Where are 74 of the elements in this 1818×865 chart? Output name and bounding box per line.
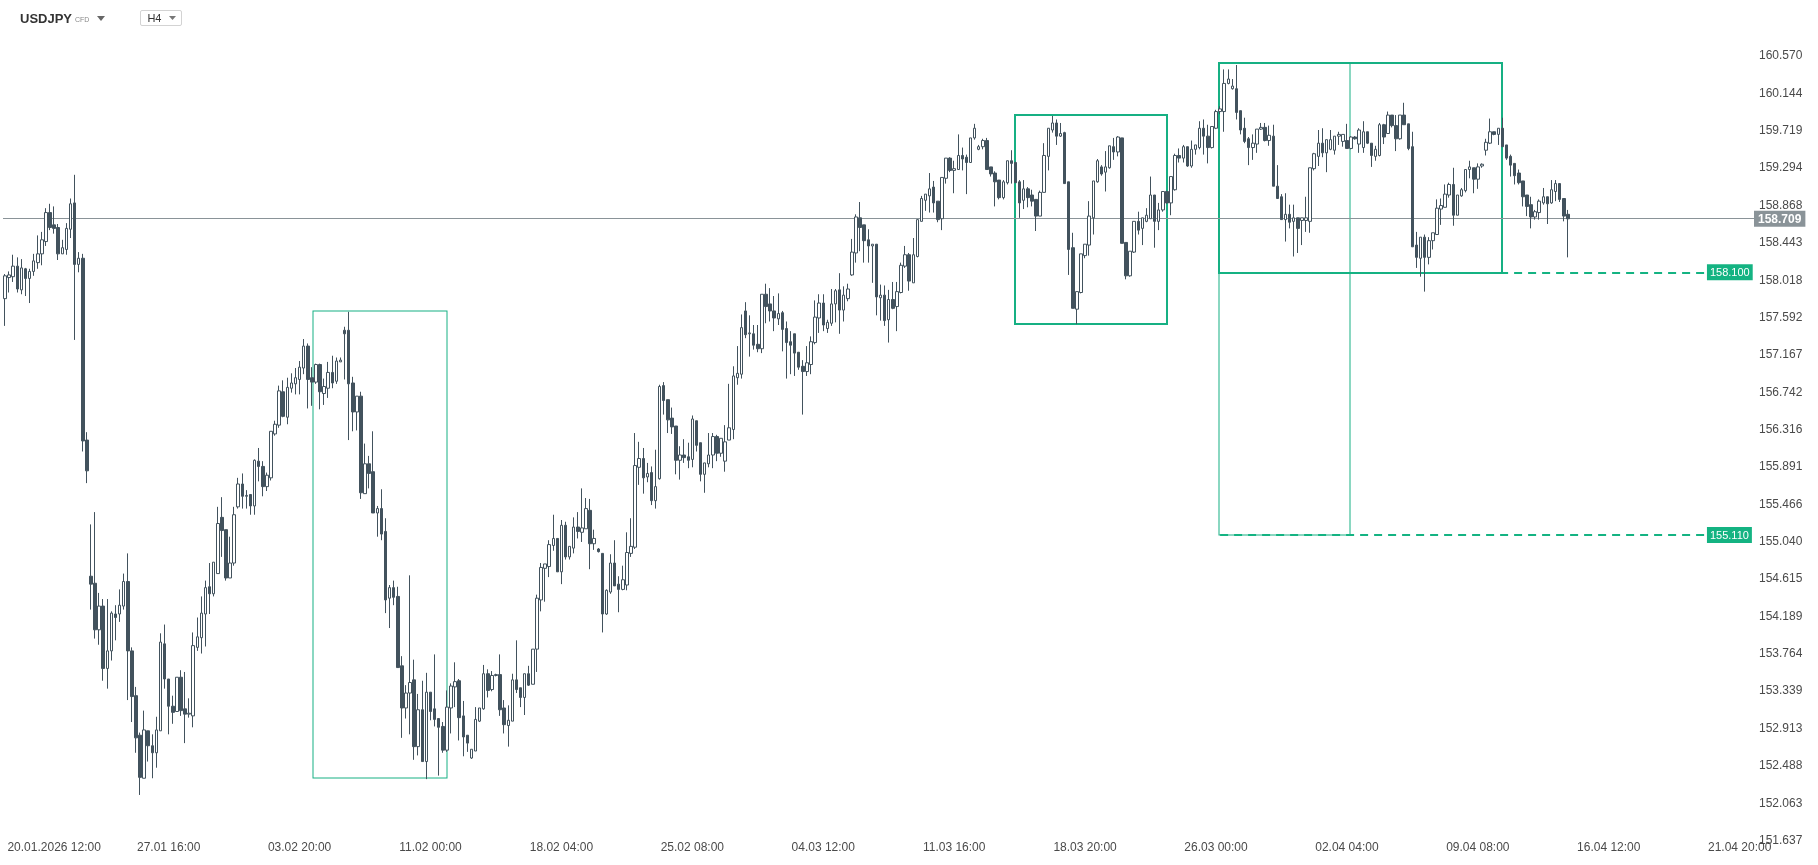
candlestick	[654, 449, 657, 510]
y-tick-label: 159.294	[1759, 160, 1803, 175]
candlestick	[1529, 196, 1533, 229]
x-tick-label: 09.04 08:00	[1446, 840, 1510, 854]
x-tick-label: 02.04 04:00	[1315, 840, 1379, 854]
y-tick-label: 152.913	[1759, 720, 1803, 735]
candlestick	[3, 273, 7, 327]
x-tick-label: 27.01 16:00	[136, 840, 201, 854]
candlestick	[1345, 123, 1349, 149]
y-tick-label: 152.063	[1759, 795, 1803, 810]
candlestick	[560, 519, 563, 585]
candlestick	[711, 432, 715, 469]
y-tick-label: 155.040	[1759, 534, 1803, 549]
candlestick	[1284, 192, 1287, 243]
y-tick-label: 152.488	[1759, 758, 1803, 773]
candlestick	[1190, 140, 1193, 169]
y-tick-label: 155.466	[1759, 496, 1803, 511]
y-tick-label: 158.868	[1759, 197, 1803, 212]
candlestick	[335, 357, 338, 385]
candlestick	[1263, 122, 1267, 142]
candlestick	[601, 552, 604, 633]
candlestick	[1055, 118, 1058, 146]
candlestick	[1394, 114, 1398, 152]
candlestick	[928, 172, 931, 214]
candlestick	[306, 342, 310, 409]
y-tick-label: 157.592	[1759, 309, 1803, 324]
y-tick-label: 158.018	[1759, 272, 1803, 287]
y-tick-label: 157.167	[1759, 347, 1803, 362]
ref-line-label: 158.100	[1709, 266, 1750, 279]
candlestick	[1476, 162, 1480, 190]
x-tick-label: 11.03 16:00	[922, 840, 986, 854]
candlestick	[793, 333, 796, 377]
x-tick-label: 18.02 04:00	[529, 840, 594, 854]
y-tick-label: 158.443	[1759, 235, 1803, 250]
y-tick-label: 154.189	[1759, 608, 1803, 623]
x-tick-label: 18.03 20:00	[1053, 840, 1118, 854]
ref-line-label: 158.709	[1758, 211, 1802, 226]
candlestick	[73, 174, 76, 341]
candlestick	[588, 498, 592, 570]
y-tick-label: 156.742	[1759, 384, 1803, 399]
candlestick	[580, 487, 584, 543]
x-tick-label: 20.01.2026 12:00	[7, 840, 102, 854]
candlestick	[425, 672, 428, 780]
candlestick	[597, 547, 600, 553]
candlestick	[318, 363, 322, 410]
x-tick-label: 26.03 00:00	[1184, 840, 1249, 854]
candlestick	[993, 170, 997, 207]
candlestick	[20, 258, 23, 295]
y-tick-label: 153.339	[1759, 683, 1803, 698]
y-tick-label: 155.891	[1759, 459, 1803, 474]
x-tick-label: 16.04 12:00	[1577, 840, 1641, 854]
y-tick-label: 153.764	[1759, 646, 1803, 661]
candlestick	[723, 424, 727, 473]
y-tick-label: 154.615	[1759, 571, 1803, 586]
candlestick	[658, 384, 661, 481]
candlestick	[183, 671, 187, 744]
y-tick-label: 156.316	[1759, 422, 1803, 436]
x-tick-label: 25.02 08:00	[660, 840, 725, 854]
candlestick	[691, 414, 694, 468]
candlestick	[236, 477, 240, 510]
x-tick-label: 04.03 12:00	[791, 840, 856, 854]
y-tick-label: 159.719	[1759, 123, 1803, 138]
annotation: H4	[147, 12, 162, 24]
candlestick	[1010, 149, 1013, 185]
x-tick-label: 11.02 00:00	[399, 840, 463, 854]
candlestick	[838, 272, 841, 335]
candlestick	[1222, 68, 1226, 133]
ref-line-label: 155.110	[1709, 528, 1749, 541]
y-tick-label: 160.144	[1759, 85, 1803, 100]
candlestick	[359, 391, 363, 500]
candlestick	[1554, 179, 1557, 202]
text: USDJPY	[20, 10, 73, 26]
y-tick-label: 160.570	[1759, 48, 1803, 63]
x-tick-label: 03.02 20:00	[267, 840, 332, 854]
